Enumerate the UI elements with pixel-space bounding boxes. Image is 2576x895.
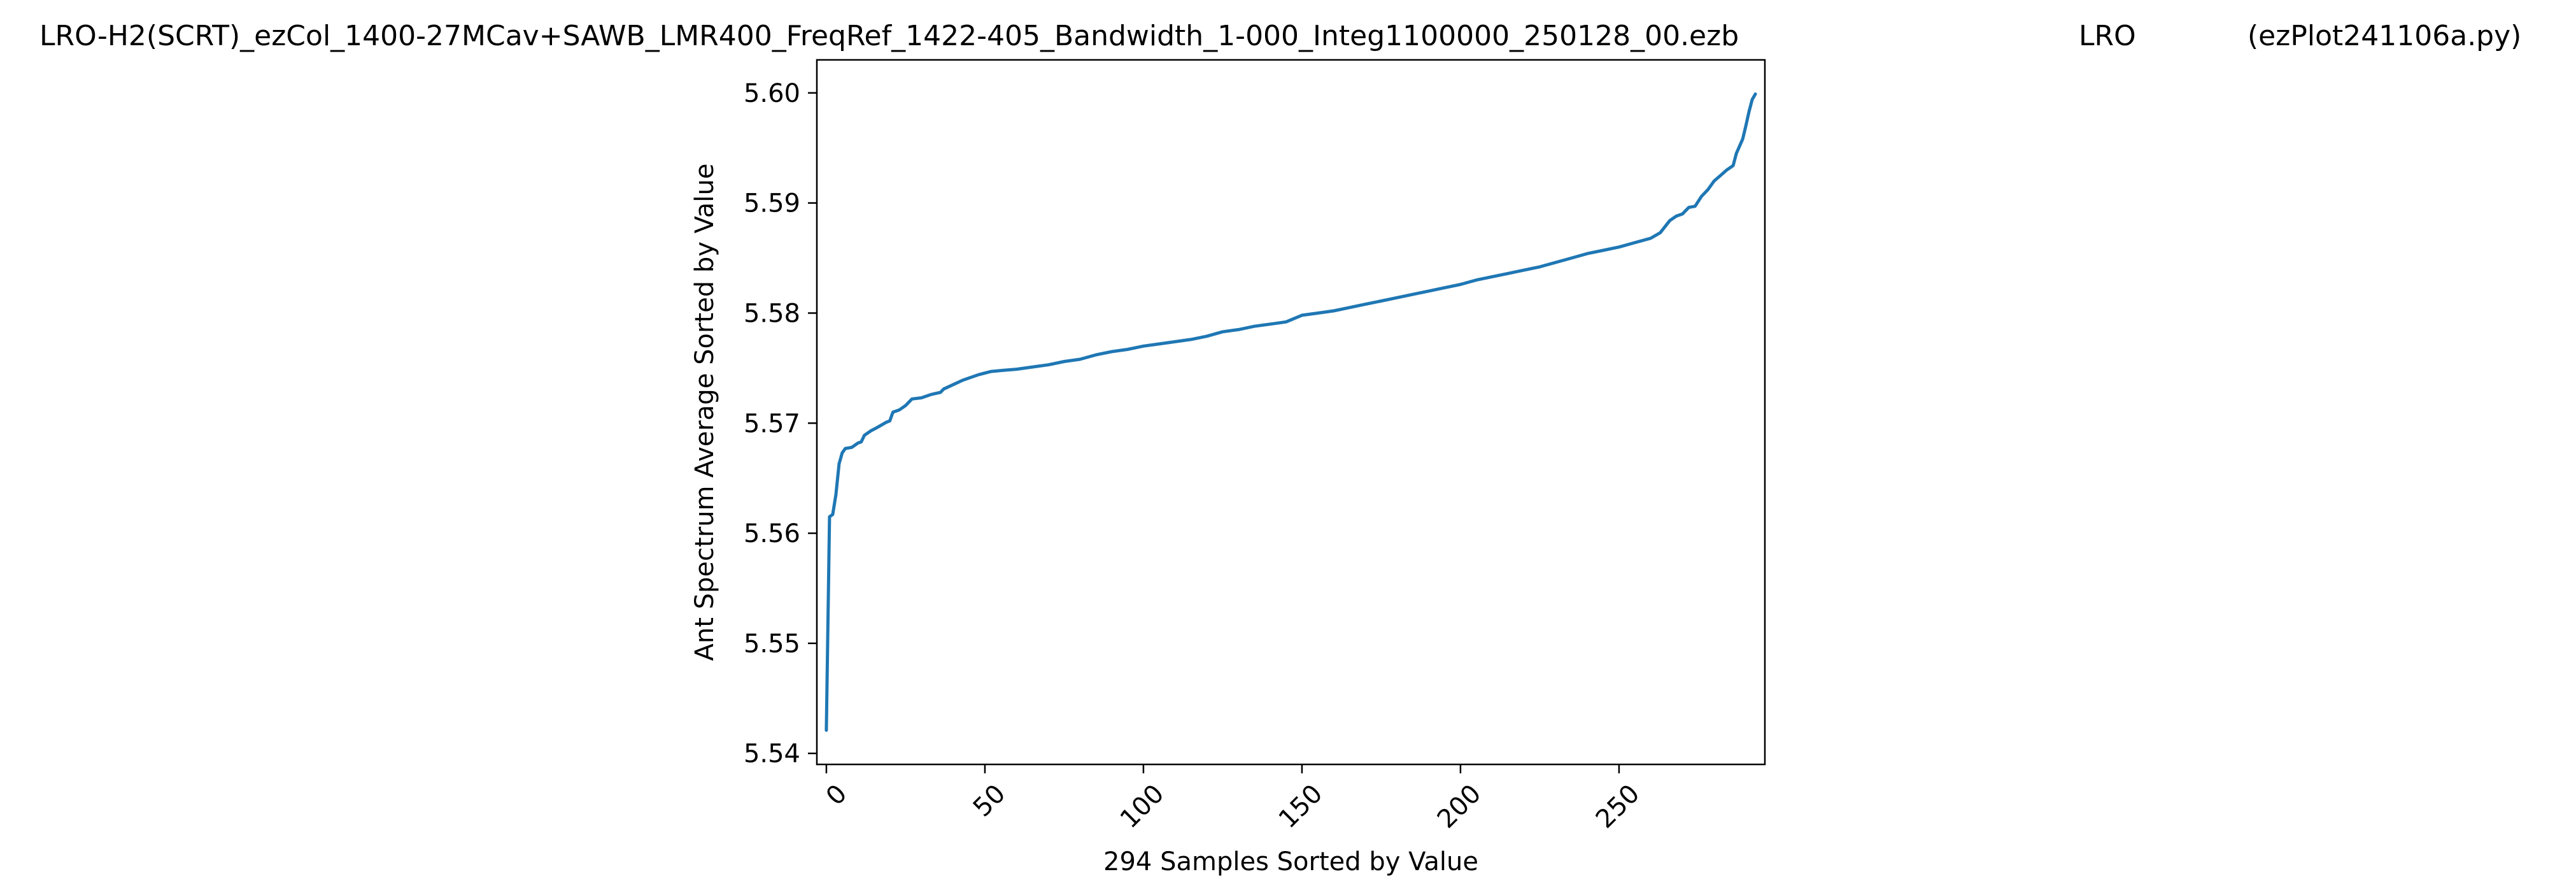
x-tick-label: 100 <box>1115 779 1170 834</box>
y-axis-label: Ant Spectrum Average Sorted by Value <box>690 164 719 661</box>
x-tick-label: 200 <box>1432 779 1487 834</box>
plot-area-frame <box>816 59 1766 766</box>
y-tick-label: 5.57 <box>744 409 800 438</box>
title-script-name: (ezPlot241106a.py) <box>2247 20 2522 52</box>
figure-title: LRO-H2(SCRT)_ezCol_1400-27MCav+SAWB_LMR4… <box>0 14 2576 59</box>
x-tick-label: 250 <box>1590 779 1646 834</box>
x-tick-label: 50 <box>968 779 1012 823</box>
x-axis-ticks: 0 50 100 150 200 250 <box>821 764 1646 834</box>
y-tick-label: 5.58 <box>744 299 800 328</box>
title-station: LRO <box>2079 20 2136 52</box>
y-tick-label: 5.55 <box>744 629 800 659</box>
x-tick-label: 150 <box>1273 779 1329 834</box>
title-filename: LRO-H2(SCRT)_ezCol_1400-27MCav+SAWB_LMR4… <box>39 20 1739 52</box>
y-tick-label: 5.60 <box>744 79 800 108</box>
y-tick-label: 5.59 <box>744 189 800 218</box>
x-tick-label: 0 <box>821 779 853 812</box>
data-series-line <box>824 92 1757 732</box>
x-axis-label: 294 Samples Sorted by Value <box>1103 847 1478 877</box>
y-tick-label: 5.56 <box>744 519 800 548</box>
y-axis-ticks: 5.54 5.55 5.56 5.57 5.58 5.59 5.60 <box>744 79 817 769</box>
y-tick-label: 5.54 <box>744 740 800 769</box>
